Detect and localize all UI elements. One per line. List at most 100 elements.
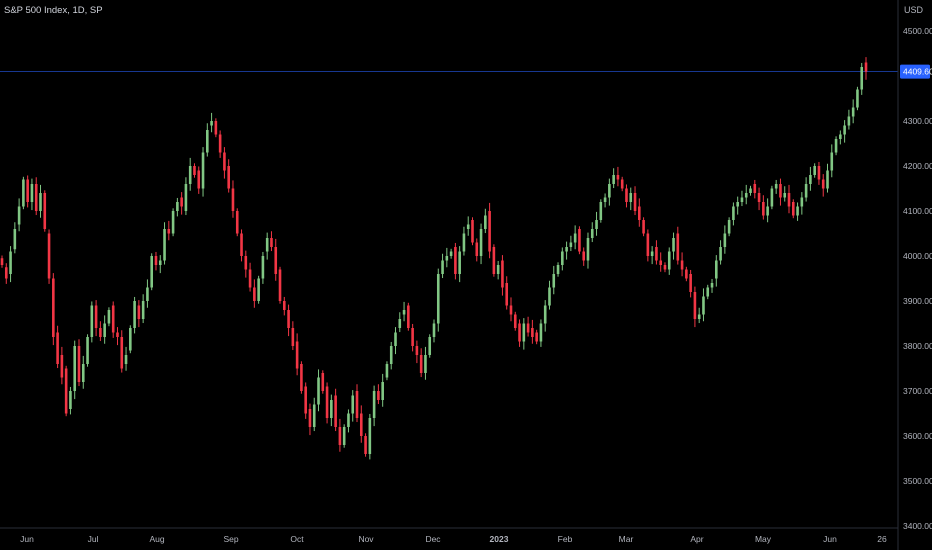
- time-tick-label: Jul: [88, 534, 99, 544]
- candle-body: [569, 242, 573, 247]
- price-tick-label: 4100.00: [903, 206, 932, 216]
- candle-body: [321, 373, 325, 391]
- candle-body: [274, 247, 278, 274]
- candle-body: [787, 193, 791, 207]
- candle-body: [129, 328, 132, 351]
- candle-body: [176, 202, 179, 211]
- price-tick-label: 3500.00: [903, 476, 932, 486]
- time-tick-label: Mar: [619, 534, 634, 544]
- candle-body: [847, 116, 851, 126]
- candle-body: [86, 337, 89, 364]
- candle-body: [389, 346, 393, 364]
- time-tick-label: Aug: [149, 534, 164, 544]
- candle-body: [646, 233, 650, 256]
- candle-body: [830, 152, 834, 171]
- candle-body: [727, 220, 731, 234]
- candle-body: [471, 220, 474, 243]
- candle-body: [616, 175, 620, 180]
- candle-body: [107, 310, 111, 324]
- price-tick-label: 4200.00: [903, 161, 932, 171]
- candle-body: [655, 247, 658, 261]
- candle-body: [167, 229, 171, 234]
- candle-body: [685, 269, 688, 279]
- candle-body: [565, 247, 568, 252]
- candle-body: [9, 251, 12, 274]
- candle-body: [116, 332, 119, 337]
- candle-body: [300, 364, 303, 391]
- candle-body: [458, 251, 461, 274]
- candle-body: [573, 233, 577, 243]
- candle-body: [667, 251, 671, 270]
- candle-body: [235, 211, 239, 234]
- candle-body: [625, 188, 628, 202]
- candle-body: [817, 166, 821, 180]
- candle-body: [672, 238, 675, 252]
- candle-body: [359, 413, 363, 436]
- candle-body: [659, 260, 662, 265]
- candle-body: [287, 310, 290, 328]
- candle-body: [839, 134, 842, 139]
- candle-body: [479, 229, 483, 256]
- candle-body: [522, 323, 526, 342]
- candle-body: [231, 188, 235, 211]
- candle-body: [180, 197, 183, 207]
- candle-body: [385, 364, 389, 378]
- candle-body: [796, 206, 799, 216]
- candle-body: [710, 283, 714, 288]
- candle-body: [364, 436, 367, 454]
- price-axis[interactable]: 4500.00 4300.00 4200.00 4100.00 4000.00 3900.…: [903, 26, 932, 531]
- candle-body: [531, 328, 534, 337]
- last-price-badge-bg: [900, 64, 930, 79]
- time-tick-label: Nov: [358, 534, 374, 544]
- candle-body: [599, 202, 603, 220]
- candle-body: [99, 328, 102, 337]
- time-tick-label: Jun: [20, 534, 34, 544]
- candle-body: [561, 251, 564, 265]
- candle-body: [368, 418, 372, 454]
- candle-body: [753, 184, 757, 193]
- candle-body: [749, 188, 752, 193]
- candle-body: [278, 269, 282, 301]
- candle-body: [740, 197, 744, 202]
- candle-body: [282, 301, 286, 310]
- candle-body: [860, 67, 864, 90]
- candle-body: [312, 404, 316, 427]
- candle-body: [73, 346, 77, 391]
- candle-body: [693, 292, 697, 319]
- candle-body: [171, 211, 175, 234]
- price-tick-label: 3800.00: [903, 341, 932, 351]
- candle-body: [680, 260, 684, 270]
- candle-body: [809, 175, 812, 184]
- price-tick-label: 4300.00: [903, 116, 932, 126]
- candle-body: [227, 166, 230, 189]
- candle-body: [843, 125, 846, 135]
- candle-body: [702, 296, 705, 315]
- candle-body: [407, 305, 410, 328]
- candle-body: [492, 247, 496, 274]
- candle-body: [466, 224, 470, 229]
- price-tick-label: 4500.00: [903, 26, 932, 36]
- candle-body: [697, 314, 701, 319]
- price-tick-label: 3400.00: [903, 521, 932, 531]
- candle-body: [13, 229, 17, 250]
- candle-body: [454, 247, 457, 274]
- candle-body: [582, 251, 586, 261]
- candle-body: [744, 193, 748, 198]
- candle-body: [304, 386, 307, 414]
- candle-body: [783, 193, 787, 198]
- candle-body: [4, 267, 8, 279]
- candle-body: [270, 238, 273, 247]
- time-tick-label: Dec: [425, 534, 441, 544]
- time-axis[interactable]: Jun Jul Aug Sep Oct Nov Dec 2023 Feb Mar Apr May Jun…: [20, 534, 887, 544]
- currency-label: USD: [904, 5, 924, 15]
- candle-body: [377, 391, 380, 400]
- candle-body: [338, 427, 342, 445]
- candle-body: [603, 197, 607, 202]
- candle-body: [496, 265, 500, 274]
- time-tick-label: Feb: [558, 534, 573, 544]
- candle-body: [535, 332, 538, 342]
- price-tick-label: 4000.00: [903, 251, 932, 261]
- candle-body: [620, 179, 624, 189]
- candle-body: [201, 152, 205, 189]
